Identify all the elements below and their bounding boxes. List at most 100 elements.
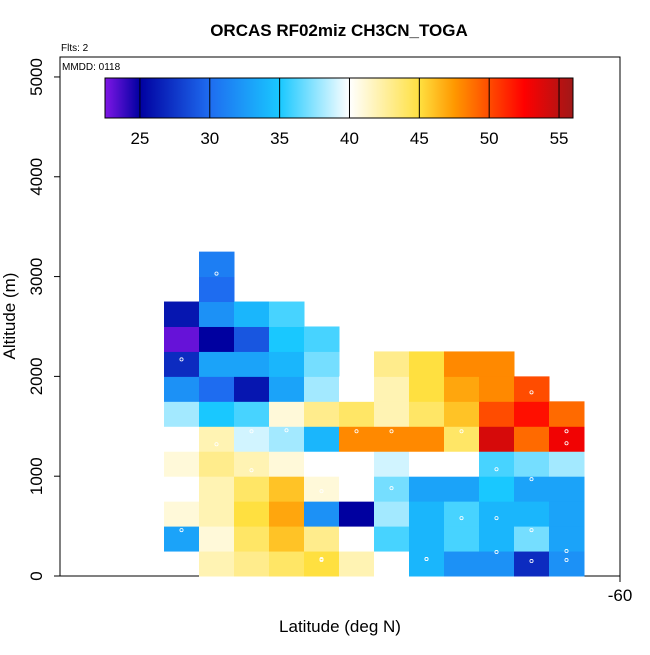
sample-point	[389, 486, 394, 491]
heatmap-cell	[304, 501, 340, 527]
y-axis-title: Altitude (m)	[0, 273, 19, 360]
heatmap-cell	[549, 526, 585, 552]
heatmap-cell	[444, 351, 480, 377]
heatmap-cell	[374, 376, 410, 402]
heatmap-cell	[269, 476, 305, 502]
heatmap-cell	[514, 476, 550, 502]
sample-point	[284, 428, 289, 433]
chart-title: ORCAS RF02miz CH3CN_TOGA	[210, 21, 468, 40]
sample-point	[529, 559, 534, 564]
sample-point	[319, 489, 324, 494]
heatmap-cell	[339, 426, 375, 452]
heatmap-cell	[199, 301, 235, 327]
date-note: MMDD: 0118	[62, 62, 121, 73]
heatmap-cell	[479, 376, 515, 402]
colorbar-tick-label: 35	[270, 129, 289, 148]
heatmap-cell	[339, 551, 375, 577]
heatmap-cell	[549, 501, 585, 527]
heatmap-cell	[164, 526, 200, 552]
sample-point	[459, 429, 464, 434]
heatmap-cell	[409, 501, 445, 527]
heatmap-cell	[269, 501, 305, 527]
heatmap-cell	[199, 501, 235, 527]
heatmap-cell	[304, 526, 340, 552]
heatmap-cell	[444, 501, 480, 527]
heatmap-cell	[304, 401, 340, 427]
sample-point	[564, 429, 569, 434]
heatmap-cell	[479, 476, 515, 502]
heatmap-cell	[234, 401, 270, 427]
heatmap-cell	[269, 426, 305, 452]
heatmap-cell	[514, 426, 550, 452]
sample-points	[179, 271, 569, 564]
heatmap-cell	[409, 376, 445, 402]
sample-point	[179, 447, 184, 452]
heatmap-cell	[269, 376, 305, 402]
heatmap-cell	[549, 551, 585, 577]
heatmap-cell	[374, 401, 410, 427]
heatmap-cell	[549, 476, 585, 502]
y-tick-label: 3000	[27, 258, 46, 296]
heatmap-cell	[234, 451, 270, 477]
heatmap-cell	[164, 401, 200, 427]
heatmap-cell	[339, 451, 375, 477]
sample-point	[529, 390, 534, 395]
heatmap-cell	[374, 551, 410, 577]
heatmap-cell	[374, 351, 410, 377]
heatmap-cell	[199, 376, 235, 402]
heatmap-cell	[339, 376, 375, 402]
heatmap-cells	[164, 251, 585, 577]
heatmap-cell	[234, 351, 270, 377]
sample-point	[354, 429, 359, 434]
heatmap-cell	[164, 351, 200, 377]
heatmap-cell	[304, 351, 340, 377]
heatmap-cell	[479, 401, 515, 427]
sample-point	[564, 558, 569, 563]
heatmap-cell	[479, 526, 515, 552]
sample-point	[494, 516, 499, 521]
heatmap-cell	[199, 326, 235, 352]
heatmap-cell	[444, 551, 480, 577]
heatmap-cell	[514, 526, 550, 552]
heatmap-cell	[479, 426, 515, 452]
heatmap-cell	[199, 476, 235, 502]
heatmap-cell	[234, 526, 270, 552]
heatmap-cell	[339, 501, 375, 527]
heatmap-cell	[199, 551, 235, 577]
heatmap-cell	[304, 376, 340, 402]
heatmap-cell	[444, 401, 480, 427]
heatmap-cell	[479, 451, 515, 477]
heatmap-cell	[409, 526, 445, 552]
colorbar-tick-label: 25	[130, 129, 149, 148]
heatmap-cell	[339, 526, 375, 552]
sample-point	[214, 271, 219, 276]
heatmap-cell	[164, 501, 200, 527]
heatmap-cell	[374, 476, 410, 502]
heatmap-cell	[234, 426, 270, 452]
sample-point	[529, 477, 534, 482]
heatmap-cell	[409, 351, 445, 377]
heatmap-cell	[234, 551, 270, 577]
heatmap-cell	[514, 376, 550, 402]
sample-point	[459, 516, 464, 521]
heatmap-cell	[549, 451, 585, 477]
heatmap-cell	[234, 376, 270, 402]
heatmap-cell	[269, 301, 305, 327]
sample-point	[319, 558, 324, 563]
heatmap-cell	[199, 351, 235, 377]
heatmap-cell	[304, 551, 340, 577]
heatmap-cell	[549, 401, 585, 427]
sample-point	[214, 442, 219, 447]
heatmap-cell	[234, 301, 270, 327]
heatmap-cell	[234, 501, 270, 527]
heatmap-cell	[199, 526, 235, 552]
sample-point	[564, 441, 569, 446]
heatmap-cell	[479, 551, 515, 577]
sample-point	[494, 467, 499, 472]
heatmap-cell	[199, 426, 235, 452]
heatmap-cell	[479, 501, 515, 527]
heatmap-cell	[269, 326, 305, 352]
sample-point	[529, 528, 534, 533]
heatmap-cell	[269, 451, 305, 477]
y-tick-label: 5000	[27, 58, 46, 96]
